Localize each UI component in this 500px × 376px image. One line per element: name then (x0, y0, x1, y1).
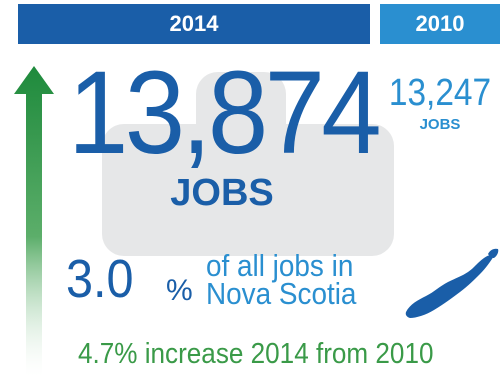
year-2014-label: 2014 (169, 11, 219, 36)
increase-summary: 4.7% increase 2014 from 2010 (78, 338, 434, 370)
share-percent-value: 3.0 (66, 249, 134, 309)
jobs-label-2010: JOBS (419, 116, 461, 133)
nova-scotia-map-icon (405, 248, 499, 318)
background-panel-top (196, 72, 286, 132)
year-2010-label: 2010 (415, 11, 465, 36)
year-2010-header: 2010 (380, 4, 500, 44)
background-panel (102, 124, 394, 256)
share-description: of all jobs in Nova Scotia (206, 248, 368, 311)
year-2014-header: 2014 (18, 4, 370, 44)
jobs-label-2014: JOBS (170, 172, 274, 214)
share-description-line1: of all jobs in (206, 248, 354, 283)
jobs-count-2014: 13,874 (68, 47, 382, 179)
up-arrow-icon (14, 66, 54, 376)
share-description-line2: Nova Scotia (206, 276, 357, 311)
jobs-count-2010: 13,247 (388, 72, 492, 114)
share-percent-symbol: % (166, 274, 193, 307)
